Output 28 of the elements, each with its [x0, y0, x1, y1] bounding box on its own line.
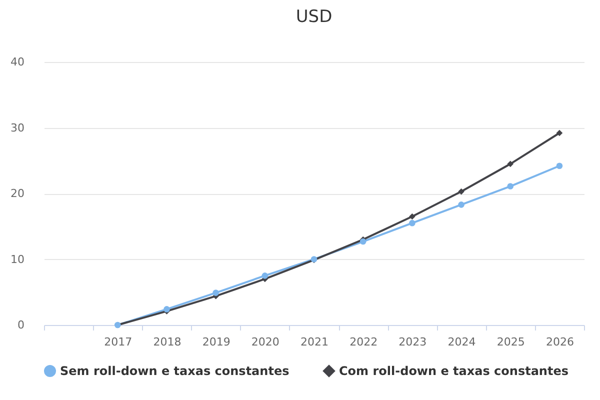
x-tick-label: 2025 — [496, 336, 525, 348]
y-tick-label: 20 — [10, 187, 24, 200]
point — [458, 188, 464, 195]
x-tick-label: 2020 — [251, 336, 280, 348]
y-tick-label: 0 — [18, 318, 24, 332]
point — [507, 183, 514, 190]
x-tick-label: 2021 — [300, 336, 328, 348]
x-tick-label: 2023 — [398, 336, 427, 348]
x-tick-label: 2017 — [104, 336, 132, 348]
y-tick-label: 40 — [10, 56, 24, 68]
point — [556, 130, 563, 136]
point — [556, 162, 563, 170]
legend-label: Com roll-down e taxas constantes — [339, 364, 568, 378]
x-tick-label: 2024 — [448, 336, 476, 348]
y-tick-label: 10 — [10, 252, 24, 266]
point — [507, 160, 514, 168]
x-tick-label: 2022 — [350, 336, 378, 348]
chart-title: USD — [296, 7, 332, 27]
y-tick-label: 30 — [10, 121, 24, 134]
point — [409, 220, 416, 226]
x-tick-label: 2026 — [546, 336, 574, 348]
point — [262, 272, 268, 279]
x-tick-label: 2018 — [153, 336, 182, 348]
x-tick-label: 2019 — [202, 336, 230, 348]
point — [409, 213, 416, 220]
point — [458, 202, 464, 208]
legend-label: Sem roll-down e taxas constantes — [60, 364, 290, 378]
point — [212, 290, 219, 296]
